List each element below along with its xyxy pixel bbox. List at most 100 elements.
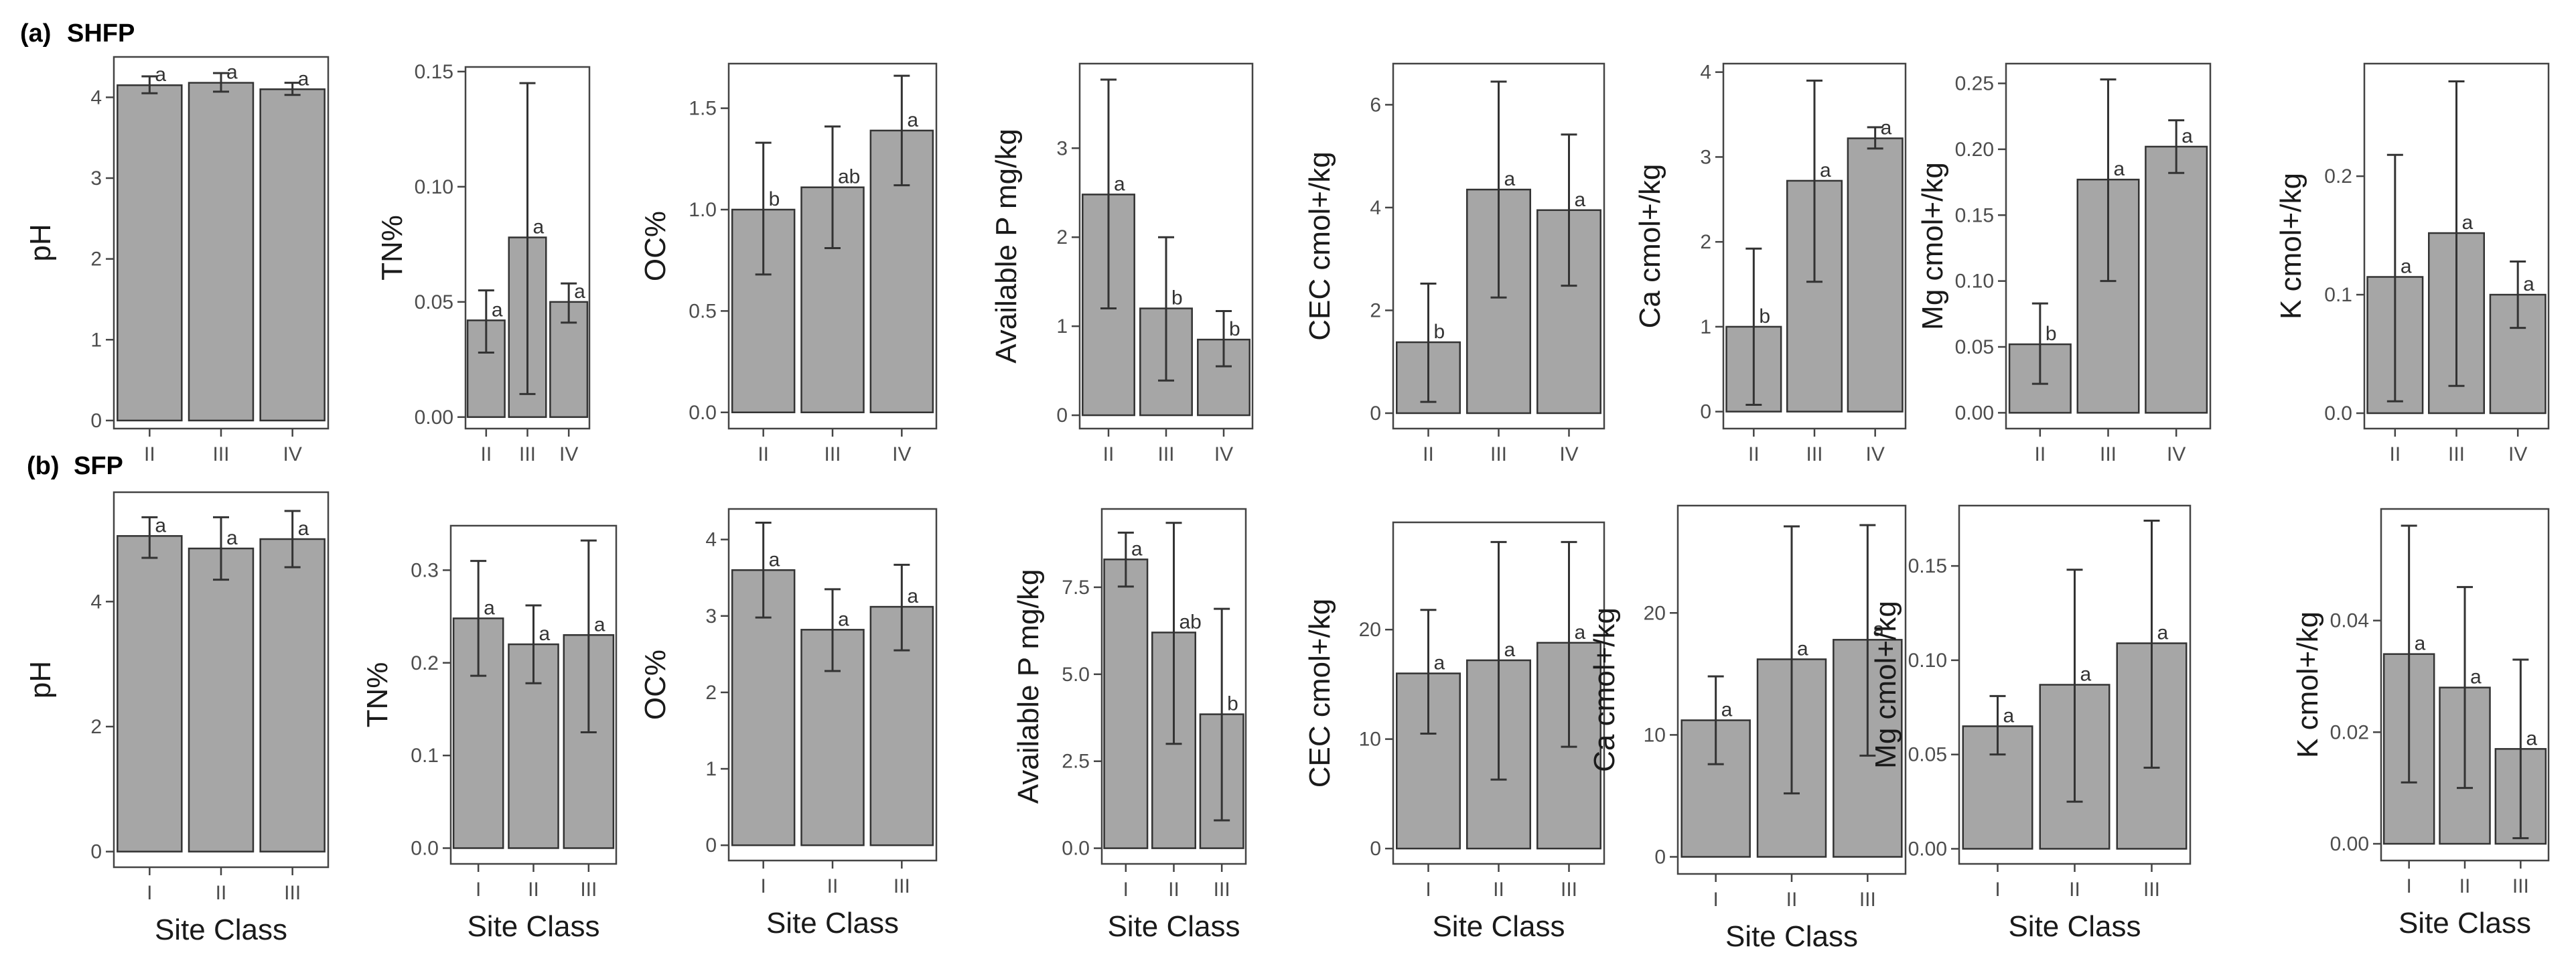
- subplot-3: 0.0 0.5 1.0 1.5 b II ab III a IV OC%: [639, 62, 938, 465]
- panel-a-tag: (a): [20, 19, 51, 48]
- x-tick-label: I: [1995, 879, 2000, 901]
- x-axis-label: Site Class: [1432, 910, 1565, 943]
- significance-letter: ab: [1179, 611, 1202, 633]
- y-tick-label: 2.5: [1062, 751, 1090, 773]
- y-tick-label: 0.10: [1908, 650, 1947, 672]
- y-axis-label: Mg cmol+/kg: [1869, 601, 1902, 769]
- x-tick-label: IV: [1214, 443, 1233, 465]
- subplot-14: 0 10 20 a Ia II a III Ca cmol+/kg Site Class: [1588, 504, 1907, 953]
- y-tick-label: 0.5: [689, 300, 717, 322]
- y-tick-label: 0: [1370, 402, 1381, 425]
- y-axis-label: Available P mg/kg: [1012, 569, 1045, 804]
- significance-letter: a: [298, 68, 309, 90]
- significance-letter: a: [2003, 704, 2015, 727]
- bar: [259, 88, 326, 422]
- y-tick-label: 0.00: [2330, 833, 2369, 855]
- bar: [1103, 559, 1149, 849]
- x-tick-label: I: [476, 879, 481, 901]
- y-tick-label: 0.05: [1955, 336, 1994, 358]
- y-tick-label: 0.2: [411, 652, 439, 674]
- subplot-6: 0 1 2 3 4 b II a III a IV Ca cmol+/kg: [1634, 62, 1907, 465]
- y-tick-label: 0: [1370, 838, 1381, 860]
- x-tick-label: IV: [2167, 443, 2186, 465]
- significance-letter: a: [1575, 621, 1586, 644]
- x-tick-label: II: [2389, 443, 2401, 465]
- bar: [1962, 725, 2033, 850]
- y-tick-label: 0.0: [2324, 402, 2352, 425]
- y-tick-label: 0.1: [411, 745, 439, 767]
- x-axis-label: Site Class: [2008, 910, 2141, 943]
- y-tick-label: 2: [90, 248, 102, 271]
- x-tick-label: II: [1786, 889, 1798, 911]
- y-tick-label: 4: [1700, 62, 1711, 84]
- significance-letter: a: [2181, 125, 2193, 147]
- x-tick-label: IV: [1865, 443, 1884, 465]
- significance-letter: a: [533, 216, 545, 238]
- significance-letter: a: [2114, 158, 2125, 180]
- y-tick-label: 1: [1056, 315, 1068, 338]
- y-tick-label: 2: [1700, 231, 1711, 253]
- significance-letter: a: [2415, 633, 2426, 655]
- y-tick-label: 0.25: [1955, 73, 1994, 95]
- y-tick-label: 0.00: [1955, 402, 1994, 424]
- x-tick-label: II: [1103, 443, 1115, 465]
- y-tick-label: 0.10: [415, 176, 453, 198]
- x-tick-label: III: [893, 875, 910, 897]
- subplot-10: 0.0 0.1 0.2 0.3 a Ia II a III TN% Site Class: [361, 524, 618, 943]
- significance-letter: a: [2523, 273, 2534, 295]
- panel-a-title: SHFP: [67, 19, 135, 48]
- y-tick-label: 0.1: [2324, 284, 2352, 306]
- y-tick-label: 0.2: [2324, 165, 2352, 188]
- significance-letter: a: [2401, 256, 2412, 278]
- x-tick-label: I: [1713, 889, 1718, 911]
- significance-letter: a: [1504, 639, 1516, 661]
- x-tick-label: III: [2512, 875, 2529, 897]
- y-tick-label: 3: [705, 605, 717, 627]
- significance-letter: a: [226, 62, 238, 84]
- significance-letter: a: [594, 613, 605, 636]
- y-tick-label: 0.15: [1955, 204, 1994, 226]
- y-tick-label: 3: [90, 167, 102, 190]
- y-tick-label: 0.05: [415, 291, 453, 313]
- x-tick-label: II: [1748, 443, 1760, 465]
- subplot-7: 0.00 0.05 0.10 0.15 0.20 0.25 b II a III a IV Mg cmo…: [1916, 62, 2212, 465]
- significance-letter: a: [2080, 664, 2092, 686]
- bar: [1847, 137, 1904, 413]
- significance-letter: a: [1873, 618, 1884, 640]
- x-tick-label: III: [1561, 879, 1577, 901]
- y-tick-label: 4: [90, 86, 102, 108]
- subplot-12: 0.0 2.5 5.0 7.5 a Iab II b III Available P mg/kg S…: [1012, 508, 1247, 943]
- subplot-1: 0 1 2 3 4 a II a III a IV pH: [24, 56, 330, 465]
- y-tick-label: 0: [1056, 404, 1068, 427]
- x-tick-label: III: [284, 882, 301, 904]
- y-tick-label: 3: [1056, 137, 1068, 159]
- x-tick-label: I: [760, 875, 766, 897]
- y-tick-label: 0.10: [1955, 271, 1994, 293]
- significance-letter: b: [2046, 323, 2057, 345]
- y-tick-label: 0.20: [1955, 139, 1994, 161]
- x-tick-label: III: [1490, 443, 1507, 465]
- x-tick-label: IV: [283, 443, 301, 465]
- panel-a-label: (a) SHFP: [20, 19, 135, 48]
- y-tick-label: 1.0: [689, 199, 717, 221]
- x-tick-label: III: [580, 879, 597, 901]
- bar: [188, 547, 255, 852]
- y-tick-label: 0.0: [411, 837, 439, 859]
- x-tick-label: III: [212, 443, 229, 465]
- bar: [2145, 145, 2208, 414]
- significance-letter: a: [1434, 652, 1445, 674]
- y-axis-label: TN%: [376, 215, 409, 281]
- subplot-13: 0 10 20 a Ia II a III CEC cmol+/kg Site Class: [1303, 521, 1605, 943]
- y-tick-label: 0: [90, 410, 102, 432]
- bar: [1536, 209, 1601, 415]
- x-tick-label: I: [147, 882, 152, 904]
- panel-b-label: (b) SFP: [27, 452, 123, 480]
- y-tick-label: 0: [90, 841, 102, 863]
- significance-letter: a: [298, 518, 309, 540]
- y-axis-label: Mg cmol+/kg: [1916, 162, 1949, 330]
- y-tick-label: 1: [90, 329, 102, 351]
- y-tick-label: 0: [1700, 401, 1711, 423]
- significance-letter: a: [1881, 117, 1892, 139]
- significance-letter: b: [1171, 287, 1183, 309]
- significance-letter: a: [907, 585, 918, 607]
